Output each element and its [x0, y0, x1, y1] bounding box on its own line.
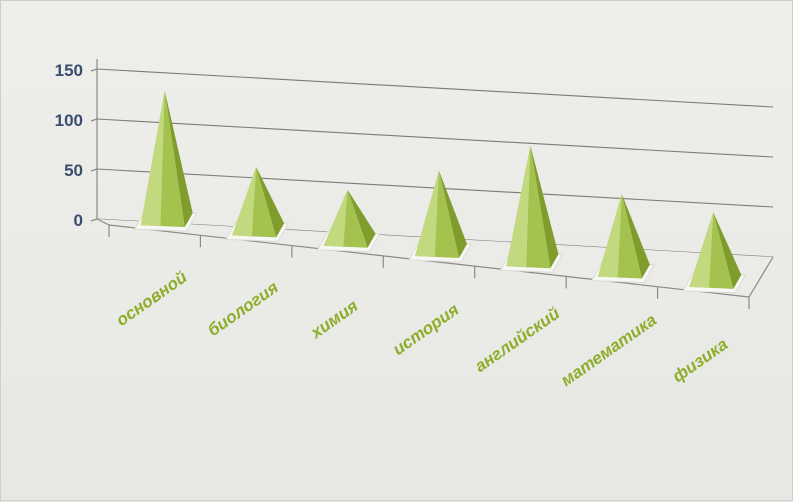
category-label-6: физика: [669, 335, 731, 387]
pyramid-highlight-0: [140, 90, 165, 227]
ytick-mark-150: [90, 68, 98, 72]
category-label-3: история: [389, 300, 462, 359]
ytick-mark-100: [90, 118, 98, 122]
category-label-1: биология: [204, 278, 282, 340]
pyramid-side-0: [164, 90, 193, 228]
grid-layer: [90, 59, 774, 309]
pyramid-6: [682, 212, 747, 294]
category-label-5: математика: [557, 310, 660, 390]
pyramid-4: [499, 145, 564, 273]
ytick-label-100: 100: [55, 111, 83, 130]
pyramid-side-4: [530, 145, 559, 269]
pyramid-highlight-2: [323, 189, 348, 247]
category-labels: основной биология химия история английскийма…: [113, 267, 732, 390]
pyramid-side-3: [439, 170, 467, 258]
pyramid-series: [133, 90, 747, 294]
gridline-100: [96, 118, 774, 158]
pyramid-1: [225, 166, 289, 242]
ytick-mark-50: [90, 168, 98, 172]
category-label-0: основной: [113, 267, 191, 330]
floor-left-edge: [96, 218, 110, 226]
pyramid-side-6: [713, 212, 742, 289]
pyramid-side-2: [347, 189, 376, 248]
pyramid-highlight-6: [689, 212, 714, 288]
category-label-4: английский: [471, 303, 563, 376]
pyramid-highlight-3: [415, 170, 439, 257]
ytick-label-50: 50: [64, 161, 83, 180]
y-axis-ticks: 0 50 100 150: [55, 61, 83, 230]
floor-right-edge: [748, 256, 774, 298]
pyramid-highlight-4: [506, 145, 531, 268]
gridline-150: [96, 68, 774, 108]
category-label-2: химия: [307, 296, 362, 342]
pyramid-5: [591, 194, 655, 284]
pyramid-side-5: [621, 194, 650, 279]
pyramid-3: [408, 170, 472, 263]
ytick-mark-0: [90, 218, 98, 222]
pyramid-2: [316, 189, 381, 253]
pyramid-side-1: [256, 166, 285, 238]
pyramid-highlight-5: [597, 194, 622, 278]
ytick-label-150: 150: [55, 61, 83, 80]
ytick-label-0: 0: [74, 211, 83, 230]
pyramid-highlight-1: [232, 166, 257, 237]
pyramid-0: [133, 90, 198, 232]
